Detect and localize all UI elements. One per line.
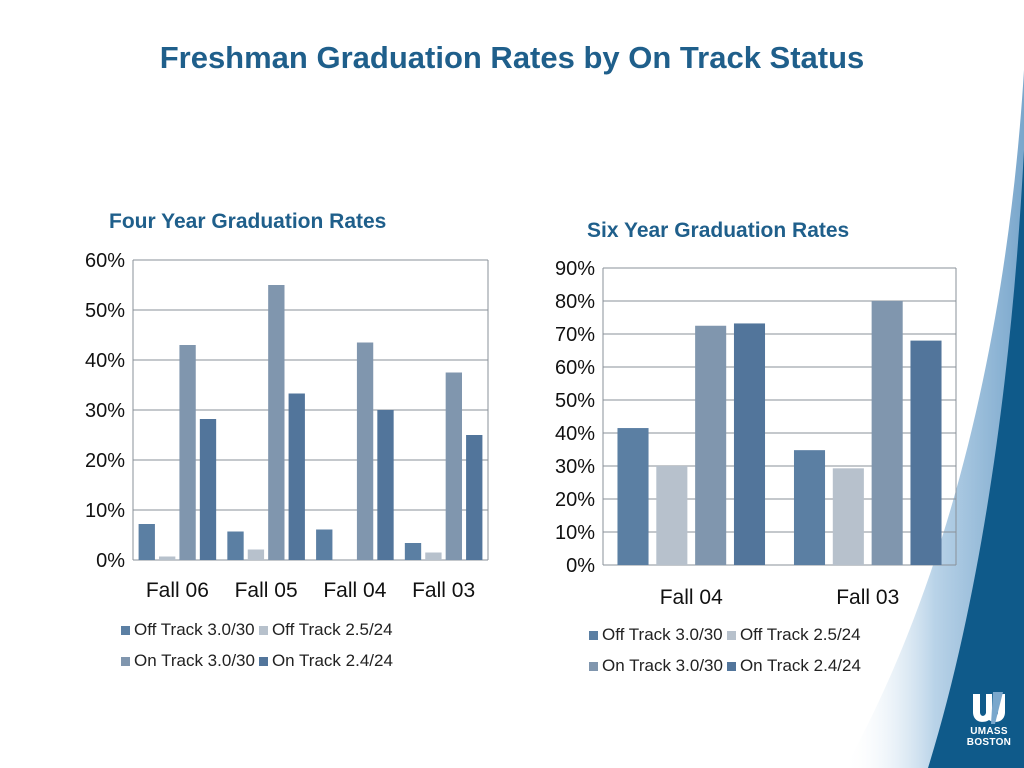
bar <box>268 285 285 560</box>
bar <box>425 552 442 560</box>
bar <box>199 419 217 560</box>
legend-label: Off Track 2.5/24 <box>271 620 393 639</box>
legend-label: Off Track 3.0/30 <box>134 620 255 639</box>
legend-item: Off Track 3.0/30 <box>121 620 255 640</box>
y-tick-label: 10% <box>85 500 125 522</box>
legend-item: On Track 3.0/30 <box>589 656 723 676</box>
y-tick-label: 20% <box>85 450 125 472</box>
bar <box>733 323 766 565</box>
legend-label: Off Track 3.0/30 <box>602 625 723 644</box>
logo-text-boston: BOSTON <box>966 737 1012 748</box>
y-tick-label: 50% <box>555 390 595 412</box>
slide-title: Freshman Graduation Rates by On Track St… <box>159 40 865 75</box>
x-category-label: Fall 06 <box>146 579 209 602</box>
x-category-label: Fall 03 <box>836 586 899 609</box>
logo-text-umass: UMASS <box>970 726 1008 737</box>
legend-label: On Track 3.0/30 <box>134 651 255 670</box>
bar <box>247 549 265 560</box>
y-tick-label: 30% <box>85 400 125 422</box>
legend-label: On Track 2.4/24 <box>739 656 861 675</box>
bar <box>617 428 649 565</box>
bar <box>466 435 483 560</box>
umass-logo-mark <box>973 692 1005 724</box>
bar <box>179 345 196 560</box>
legend-label: Off Track 2.5/24 <box>739 625 861 644</box>
bar <box>832 468 864 565</box>
y-tick-label: 20% <box>555 489 595 511</box>
bar <box>227 531 244 560</box>
y-tick-label: 40% <box>85 350 125 372</box>
y-tick-label: 60% <box>555 357 595 379</box>
y-tick-label: 50% <box>85 300 125 322</box>
bar <box>316 529 333 560</box>
legend-label: On Track 3.0/30 <box>602 656 723 675</box>
bar <box>445 372 462 560</box>
chart-title-six-year: Six Year Graduation Rates <box>587 219 850 242</box>
chart-title-four-year: Four Year Graduation Rates <box>109 210 387 233</box>
bar <box>356 342 374 560</box>
bar <box>910 340 942 565</box>
y-tick-label: 80% <box>555 291 595 313</box>
y-tick-label: 70% <box>555 324 595 346</box>
x-category-label: Fall 05 <box>235 579 298 602</box>
x-category-label: Fall 04 <box>323 579 386 602</box>
legend-four-year: Off Track 3.0/30 Off Track 2.5/24 On Track… <box>121 620 393 671</box>
y-tick-label: 30% <box>555 456 595 478</box>
legend-item: On Track 2.4/24 <box>726 656 861 676</box>
bar <box>404 543 422 560</box>
legend-swatch <box>258 625 268 635</box>
y-tick-label: 60% <box>85 250 125 272</box>
umass-boston-logo: UMASS BOSTON <box>962 690 1016 760</box>
legend-swatch <box>726 630 736 640</box>
bar <box>377 410 394 560</box>
bar <box>288 393 305 560</box>
legend-item: Off Track 2.5/24 <box>726 625 861 645</box>
legend-six-year: Off Track 3.0/30 Off Track 2.5/24 On Track… <box>589 625 861 676</box>
x-category-label: Fall 04 <box>660 586 723 609</box>
legend-swatch <box>589 630 598 640</box>
y-tick-label: 90% <box>555 258 595 280</box>
bar <box>656 466 688 565</box>
legend-swatch <box>258 656 268 666</box>
legend-swatch <box>121 625 130 635</box>
bar <box>871 301 903 565</box>
y-tick-label: 0% <box>566 555 595 577</box>
legend-swatch <box>726 661 736 671</box>
legend-item: Off Track 3.0/30 <box>589 625 723 645</box>
y-tick-label: 10% <box>555 522 595 544</box>
dark-band <box>928 150 1024 768</box>
y-tick-label: 0% <box>96 550 125 572</box>
y-tick-label: 40% <box>555 423 595 445</box>
legend-item: Off Track 2.5/24 <box>258 620 393 640</box>
x-category-label: Fall 03 <box>412 579 475 602</box>
legend-label: On Track 2.4/24 <box>271 651 393 670</box>
legend-swatch <box>121 656 130 666</box>
bar <box>138 524 155 560</box>
bar <box>159 556 176 560</box>
legend-swatch <box>589 661 598 671</box>
bar <box>695 325 727 565</box>
legend-item: On Track 3.0/30 <box>121 651 255 671</box>
bar <box>793 450 826 565</box>
legend-item: On Track 2.4/24 <box>258 651 393 671</box>
